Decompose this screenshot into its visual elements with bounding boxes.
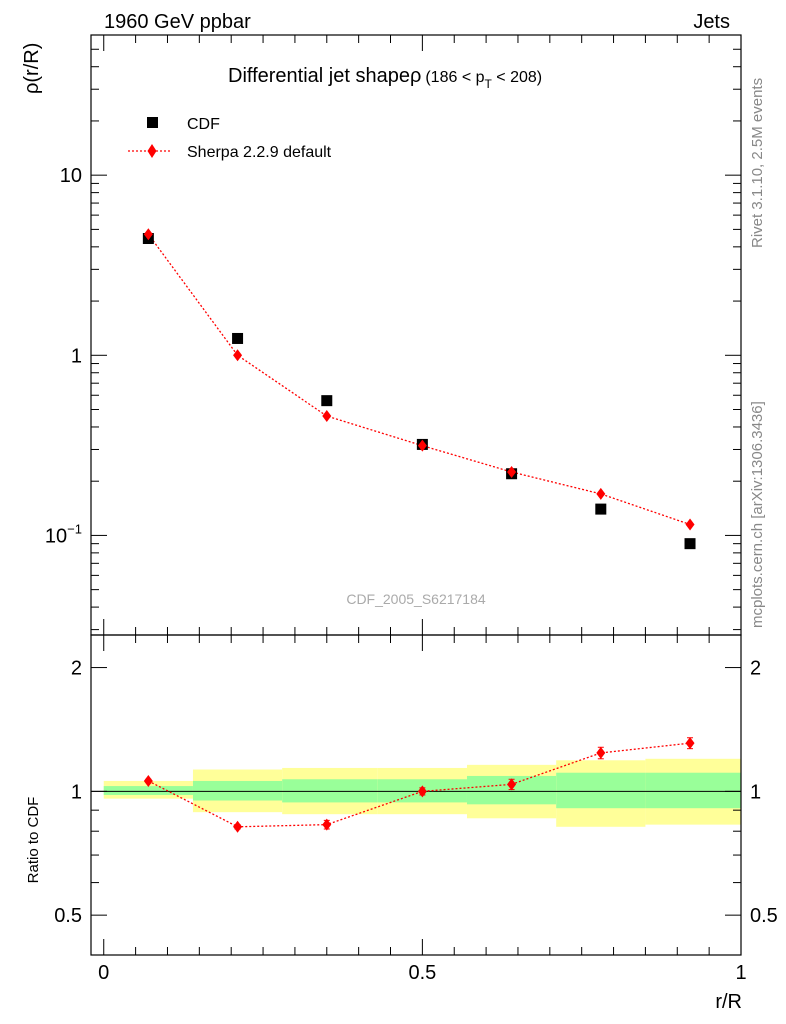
- ratio-series-layer: [143, 737, 695, 833]
- main-panel: 10−1 1 10 ρ(r/R) Differential jet shapeρ (1…: [21, 34, 742, 636]
- sherpa-marker: [322, 410, 332, 423]
- ratio-y-tick-label-right: 2: [750, 658, 761, 680]
- ratio-y-axis-label: Ratio to CDF: [25, 797, 42, 884]
- cdf-marker: [684, 538, 696, 550]
- header-right: Jets: [693, 11, 730, 33]
- legend-label-cdf: CDF: [187, 116, 220, 133]
- analysis-watermark: CDF_2005_S6217184: [346, 591, 486, 607]
- legend: CDF Sherpa 2.2.9 default: [128, 116, 332, 161]
- main-y-tick-labels: 10−1 1 10: [45, 165, 82, 547]
- ratio-band-green: [192, 780, 283, 801]
- sherpa-marker: [596, 487, 606, 500]
- sherpa-line: [147, 233, 691, 526]
- ratio-y-tick-label: 0.5: [54, 905, 82, 927]
- ratio-y-tick-label-right: 1: [750, 781, 761, 803]
- sherpa-marker: [233, 349, 243, 362]
- ratio-band-green: [556, 772, 646, 809]
- ratio-panel: 0.5 0.5 1 1 2 2 0 0.5 1 Ratio to CDF r/R: [25, 634, 778, 1013]
- cdf-marker: [595, 503, 607, 515]
- main-y-tick-label: 1: [71, 345, 82, 367]
- sherpa-marker: [143, 228, 153, 241]
- main-y-tick-label: 10: [60, 165, 82, 187]
- ratio-sherpa-marker: [143, 774, 153, 787]
- ratio-band-green: [645, 772, 741, 809]
- header-left: 1960 GeV ppbar: [104, 11, 251, 33]
- main-y-axis-label: ρ(r/R): [21, 43, 43, 94]
- ratio-sherpa-marker: [596, 746, 606, 759]
- x-tick-label: 1: [735, 962, 746, 984]
- ratio-sherpa-marker: [417, 785, 427, 798]
- cdf-marker: [321, 395, 333, 407]
- ratio-band-green: [282, 779, 378, 803]
- mcplots-label: mcplots.cern.ch [arXiv:1306.3436]: [749, 401, 766, 628]
- chart-title: Differential jet shapeρ (186 < pT < 208): [228, 65, 542, 91]
- ratio-sherpa-marker: [322, 818, 332, 831]
- legend-marker-cdf: [147, 117, 158, 128]
- x-tick-label: 0: [98, 962, 109, 984]
- ratio-sherpa-marker: [685, 737, 695, 750]
- rivet-label: Rivet 3.1.10, 2.5M events: [749, 78, 766, 248]
- ratio-y-tick-label-right: 0.5: [750, 905, 778, 927]
- x-axis-label: r/R: [715, 991, 742, 1013]
- ratio-sherpa-marker: [233, 820, 243, 833]
- ratio-y-tick-label: 2: [71, 658, 82, 680]
- ratio-band-green: [103, 786, 193, 795]
- cdf-marker: [232, 332, 244, 344]
- ratio-frame: [90, 634, 742, 956]
- sherpa-marker: [417, 439, 427, 452]
- x-tick-label: 0.5: [408, 962, 436, 984]
- main-series-layer: [142, 228, 696, 550]
- ratio-y-tick-label: 1: [71, 781, 82, 803]
- legend-label-sherpa: Sherpa 2.2.9 default: [187, 144, 332, 161]
- ratio-tick-labels: 0.5 0.5 1 1 2 2 0 0.5 1: [54, 658, 778, 984]
- sherpa-marker: [507, 465, 517, 478]
- legend-marker-sherpa: [147, 144, 157, 158]
- sherpa-marker: [685, 518, 695, 531]
- ratio-sherpa-marker: [507, 778, 517, 791]
- main-y-tick-label: 10−1: [45, 521, 82, 547]
